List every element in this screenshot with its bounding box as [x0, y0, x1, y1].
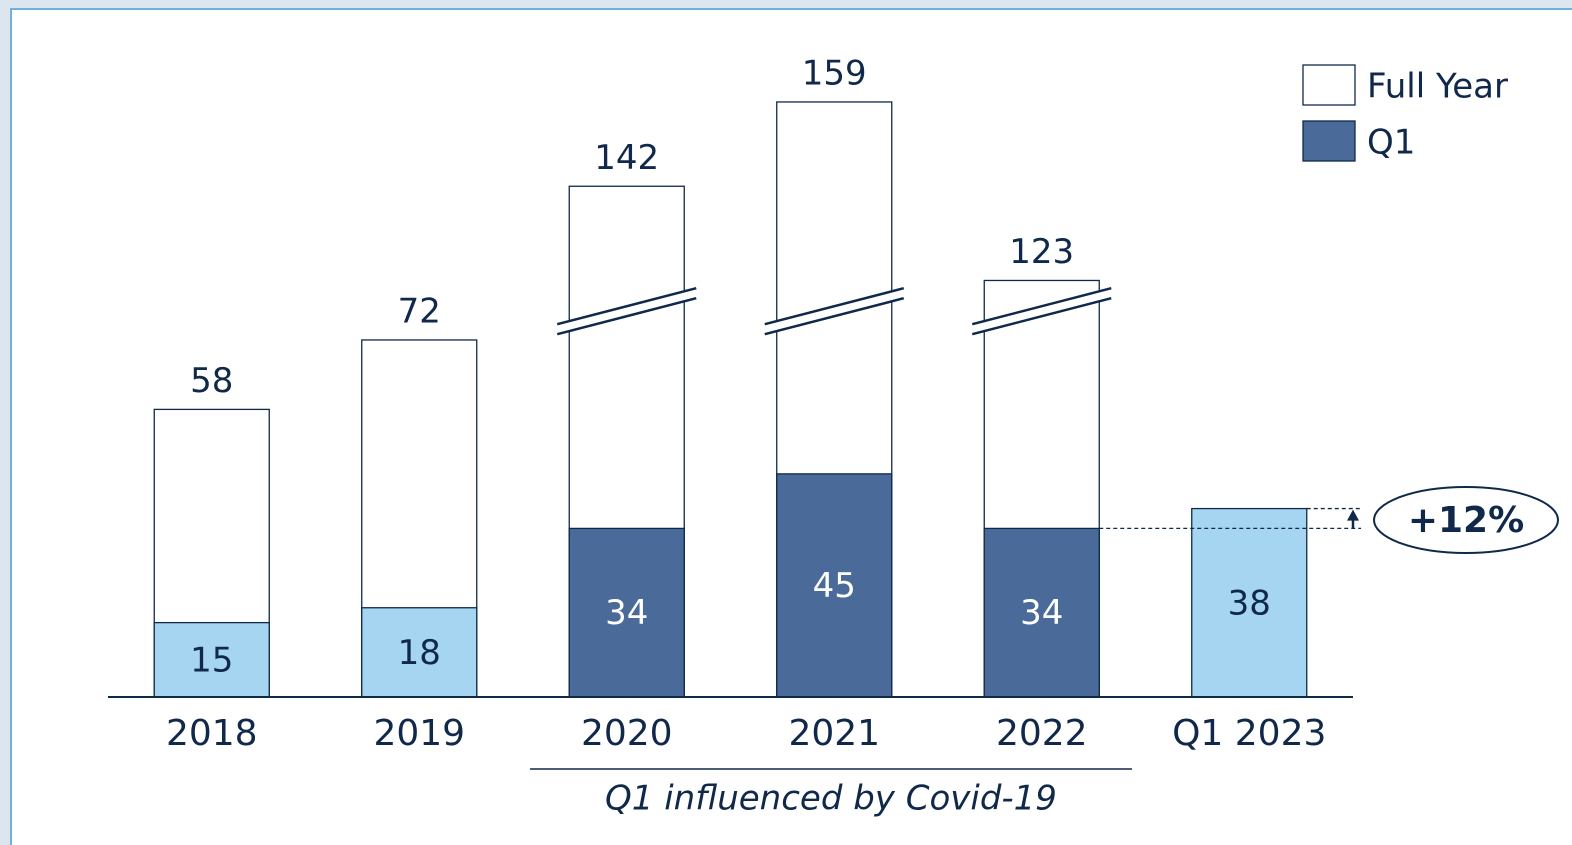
value-label: 58 — [190, 361, 233, 401]
value-label: 34 — [1020, 593, 1063, 633]
axis-break — [557, 288, 697, 335]
arrow-head — [1347, 509, 1359, 521]
legend-label: Q1 — [1367, 123, 1415, 163]
x-tick-label: 2020 — [581, 713, 673, 754]
value-label: 34 — [605, 593, 648, 633]
bar-q1 — [153, 621, 270, 698]
value-label: 15 — [190, 640, 233, 680]
value-label: 18 — [398, 633, 441, 673]
axis-break — [972, 288, 1112, 335]
bar-q1 — [361, 607, 478, 698]
value-label: 72 — [398, 291, 441, 331]
value-label: 159 — [802, 53, 867, 93]
legend-label: Full Year — [1367, 67, 1508, 107]
legend-swatch — [1302, 120, 1356, 162]
annotation-oval — [1373, 486, 1559, 554]
x-tick-label: Q1 2023 — [1172, 713, 1326, 754]
value-label: 38 — [1228, 583, 1271, 623]
x-tick-label: 2019 — [373, 713, 465, 754]
annotation: Q1 influenced by Covid-19 — [605, 779, 1057, 819]
bar-q1 — [983, 527, 1100, 698]
x-tick-label: 2021 — [788, 713, 880, 754]
axis-break-line — [971, 297, 1112, 336]
annotation: +12% — [1408, 500, 1524, 541]
value-label: 45 — [813, 566, 856, 606]
value-label: 142 — [594, 138, 659, 178]
x-tick-label: 2018 — [166, 713, 258, 754]
value-label: 123 — [1009, 232, 1074, 272]
bar-q1 — [568, 527, 685, 698]
x-tick-label: 2022 — [996, 713, 1088, 754]
axis-break — [764, 288, 904, 335]
bar-q1 — [776, 473, 893, 698]
axis-break-line — [971, 287, 1112, 326]
legend-swatch — [1302, 64, 1356, 106]
axis-break-line — [764, 297, 905, 336]
axis-break-line — [556, 287, 697, 326]
axis-break-line — [764, 287, 905, 326]
axis-break-line — [556, 297, 697, 336]
